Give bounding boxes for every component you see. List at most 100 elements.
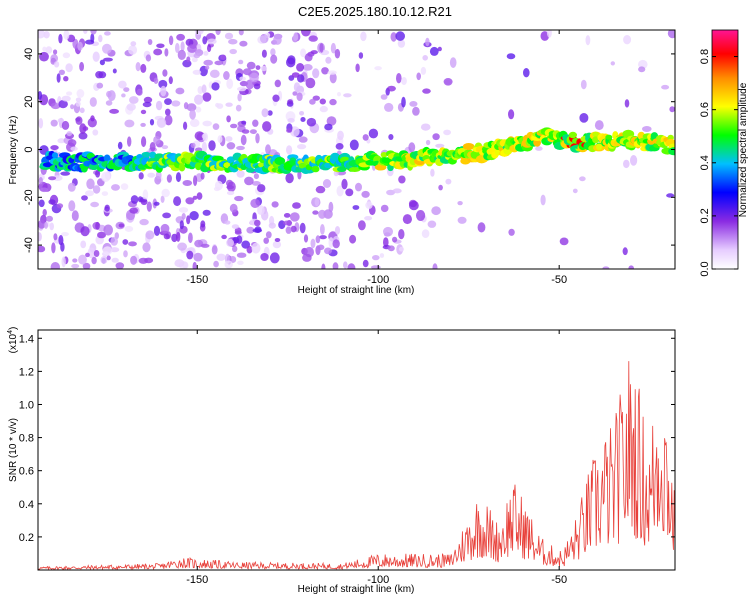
heatmap-cell bbox=[105, 100, 113, 106]
heatmap-cell bbox=[304, 53, 313, 62]
heatmap-cell bbox=[173, 196, 182, 207]
heatmap-cell bbox=[237, 260, 244, 265]
heatmap-cell bbox=[299, 222, 306, 234]
heatmap-cell bbox=[221, 234, 227, 240]
heatmap-cell bbox=[129, 207, 138, 214]
heatmap-cell bbox=[252, 119, 259, 127]
heatmap-cell bbox=[90, 201, 99, 208]
heatmap-cell bbox=[299, 111, 305, 116]
heatmap-cell bbox=[300, 117, 306, 122]
heatmap-cell bbox=[58, 235, 64, 246]
spectrogram-y-axis-title: Frequency (Hz) bbox=[8, 116, 19, 185]
y-tick-label: 1.0 bbox=[19, 399, 34, 411]
heatmap-cell bbox=[392, 188, 402, 194]
heatmap-cell bbox=[226, 190, 235, 196]
heatmap-cell bbox=[125, 155, 134, 161]
heatmap-cell bbox=[240, 134, 247, 146]
spectrogram-cells bbox=[38, 30, 675, 269]
heatmap-cell bbox=[328, 237, 334, 248]
heatmap-cell bbox=[343, 93, 352, 98]
heatmap-cell bbox=[112, 68, 117, 74]
heatmap-cell bbox=[202, 132, 209, 142]
heatmap-cell bbox=[164, 114, 173, 126]
heatmap-cell bbox=[368, 128, 379, 139]
heatmap-cell bbox=[572, 188, 578, 194]
heatmap-cell bbox=[348, 167, 361, 172]
heatmap-cell bbox=[54, 61, 60, 68]
heatmap-cell bbox=[289, 212, 300, 222]
colorbar-gradient bbox=[711, 29, 739, 270]
heatmap-cell bbox=[287, 118, 295, 123]
heatmap-cell bbox=[48, 199, 56, 205]
heatmap-cell bbox=[48, 176, 57, 181]
heatmap-cell bbox=[268, 222, 276, 229]
heatmap-cell bbox=[297, 144, 307, 150]
heatmap-cell bbox=[401, 96, 406, 108]
heatmap-cell bbox=[111, 257, 119, 263]
heatmap-cell bbox=[226, 78, 234, 90]
heatmap-cell bbox=[90, 30, 97, 35]
heatmap-cell bbox=[49, 222, 54, 231]
heatmap-cell bbox=[398, 229, 405, 240]
heatmap-cell bbox=[71, 263, 80, 269]
heatmap-cell bbox=[182, 180, 193, 186]
heatmap-cell bbox=[383, 237, 389, 248]
heatmap-cell bbox=[83, 30, 88, 34]
heatmap-cell bbox=[177, 49, 186, 61]
heatmap-cell bbox=[140, 198, 148, 206]
heatmap-cell bbox=[246, 61, 256, 70]
heatmap-cell bbox=[416, 72, 422, 81]
heatmap-cell bbox=[186, 250, 194, 260]
heatmap-cell bbox=[628, 265, 634, 269]
colorbar: 0.0 0.2 0.4 0.6 0.8 Normalized spectral ampl… bbox=[699, 29, 749, 277]
heatmap-cell bbox=[387, 85, 396, 92]
heatmap-cell bbox=[508, 109, 515, 120]
heatmap-cell bbox=[416, 210, 426, 221]
heatmap-cell bbox=[287, 99, 293, 105]
heatmap-cell bbox=[345, 188, 354, 197]
heatmap-cell bbox=[315, 185, 326, 194]
heatmap-cell bbox=[255, 65, 261, 70]
heatmap-cell bbox=[666, 193, 675, 198]
heatmap-cell bbox=[225, 102, 233, 107]
spectrogram-x-axis-title: Height of straight line (km) bbox=[298, 285, 415, 296]
colorbar-tick-label: 0.6 bbox=[699, 102, 711, 117]
heatmap-cell bbox=[178, 207, 189, 213]
heatmap-cell bbox=[90, 115, 95, 122]
heatmap-cell bbox=[585, 35, 591, 46]
heatmap-cell bbox=[162, 69, 168, 77]
heatmap-cell bbox=[387, 245, 395, 252]
heatmap-cell bbox=[559, 237, 569, 246]
heatmap-cell bbox=[246, 167, 255, 173]
heatmap-cell bbox=[70, 104, 75, 110]
y-tick-label: -40 bbox=[23, 237, 35, 253]
heatmap-cell bbox=[362, 134, 369, 141]
heatmap-cell bbox=[85, 39, 95, 45]
heatmap-cell bbox=[380, 204, 389, 213]
heatmap-cell bbox=[384, 102, 394, 112]
heatmap-cell bbox=[289, 160, 297, 166]
heatmap-cell bbox=[176, 231, 181, 242]
heatmap-cell bbox=[246, 245, 253, 254]
heatmap-cell bbox=[668, 147, 675, 156]
heatmap-cell bbox=[261, 49, 267, 58]
heatmap-cell bbox=[396, 73, 402, 84]
heatmap-cell bbox=[166, 174, 172, 183]
heatmap-cell bbox=[314, 197, 320, 207]
heatmap-cell bbox=[201, 141, 207, 153]
heatmap-cell bbox=[320, 224, 325, 235]
heatmap-cell bbox=[236, 252, 247, 258]
heatmap-cell bbox=[260, 253, 269, 261]
heatmap-cell bbox=[103, 154, 111, 163]
heatmap-cell bbox=[223, 71, 230, 80]
colorbar-tick-label: 0.0 bbox=[699, 261, 711, 276]
heatmap-cell bbox=[93, 250, 100, 257]
heatmap-cell bbox=[142, 189, 149, 201]
heatmap-cell bbox=[293, 82, 301, 92]
heatmap-cell bbox=[272, 94, 280, 102]
heatmap-cell bbox=[139, 218, 149, 226]
heatmap-cell bbox=[208, 140, 216, 151]
heatmap-cell bbox=[325, 56, 332, 64]
heatmap-cell bbox=[98, 34, 103, 43]
